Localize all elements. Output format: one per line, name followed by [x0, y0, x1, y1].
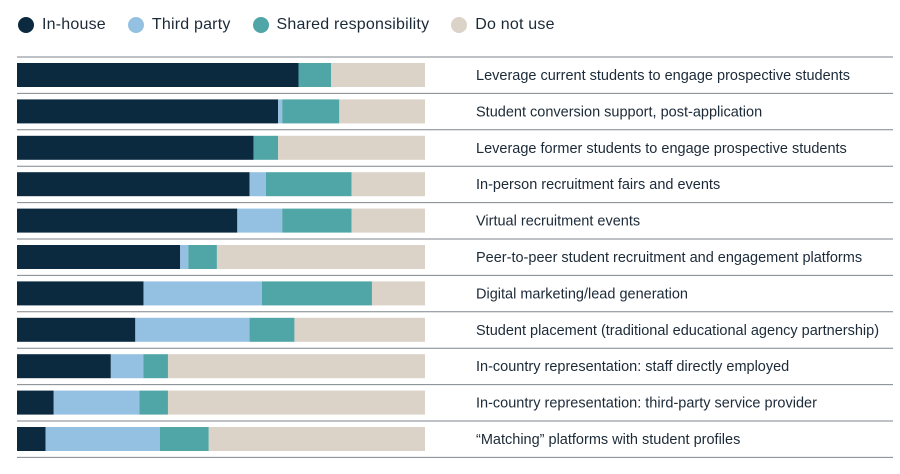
- category-label: Digital marketing/lead generation: [476, 286, 688, 302]
- legend-swatch-do-not-use: [451, 17, 468, 33]
- bar-segment-shared-responsibility: [188, 245, 217, 269]
- category-label: “Matching” platforms with student profil…: [476, 432, 740, 448]
- bar-segment-do-not-use: [294, 317, 425, 342]
- legend-item-in-house: In-house: [18, 16, 106, 34]
- bar-segment-shared-responsibility: [159, 427, 209, 451]
- legend-label-shared: Shared responsibility: [276, 16, 430, 33]
- bar-segment-shared-responsibility: [143, 354, 168, 379]
- bar-segment-in-house: [17, 63, 299, 87]
- bar-segment-in-house: [17, 135, 254, 160]
- bar-segment-shared-responsibility: [261, 281, 372, 306]
- bar-segment-third-party: [45, 427, 160, 451]
- bar-segment-in-house: [17, 317, 136, 342]
- bar-segment-third-party: [237, 208, 283, 233]
- bar-segment-do-not-use: [216, 245, 425, 269]
- bar-segment-do-not-use: [208, 427, 425, 451]
- bar-segment-do-not-use: [331, 63, 425, 87]
- legend-item-shared: Shared responsibility: [252, 16, 430, 34]
- bar-segment-do-not-use: [371, 281, 425, 306]
- bar-segment-in-house: [17, 245, 181, 269]
- bar-segment-do-not-use: [167, 390, 425, 415]
- bar-segment-third-party: [249, 172, 266, 197]
- category-label: In-person recruitment fairs and events: [476, 177, 720, 193]
- legend-label-third-party: Third party: [151, 16, 231, 33]
- legend-item-third-party: Third party: [127, 16, 231, 34]
- bar-segment-in-house: [17, 427, 46, 451]
- bar-segment-do-not-use: [339, 99, 425, 124]
- bar-segment-in-house: [17, 172, 250, 197]
- bar-segment-do-not-use: [167, 354, 425, 379]
- bar-segment-in-house: [17, 390, 54, 415]
- bar-segment-in-house: [17, 99, 279, 124]
- bar-segment-do-not-use: [278, 135, 425, 160]
- bar-segment-third-party: [278, 99, 283, 124]
- legend-swatch-shared: [252, 17, 269, 33]
- bar-segment-in-house: [17, 208, 238, 233]
- bar-segment-in-house: [17, 354, 111, 379]
- category-label: Leverage current students to engage pros…: [476, 68, 850, 84]
- legend-item-do-not-use: Do not use: [451, 16, 554, 34]
- bar-segment-third-party: [53, 390, 140, 415]
- category-label: Leverage former students to engage prosp…: [476, 141, 847, 157]
- bar-segment-third-party: [143, 281, 262, 306]
- bar-segment-shared-responsibility: [249, 317, 295, 342]
- bar-segment-do-not-use: [351, 208, 425, 233]
- legend-label-in-house: In-house: [42, 16, 106, 33]
- legend-swatch-in-house: [18, 17, 34, 33]
- bar-segment-in-house: [17, 281, 144, 306]
- bar-segment-shared-responsibility: [265, 172, 352, 197]
- category-label: Virtual recruitment events: [476, 214, 640, 230]
- bar-segment-third-party: [135, 317, 250, 342]
- category-label: Student conversion support, post-applica…: [476, 104, 762, 120]
- bar-segment-shared-responsibility: [282, 208, 352, 233]
- legend: In-house Third party Shared responsibili…: [18, 16, 577, 34]
- bar-segment-shared-responsibility: [298, 63, 332, 87]
- category-label: In-country representation: staff directl…: [476, 359, 789, 375]
- bar-segment-third-party: [110, 354, 144, 379]
- bar-segment-do-not-use: [351, 172, 425, 197]
- category-label: Student placement (traditional education…: [476, 323, 879, 339]
- legend-swatch-third-party: [127, 17, 144, 33]
- category-label: Peer-to-peer student recruitment and eng…: [476, 250, 862, 266]
- bar-segment-shared-responsibility: [282, 99, 340, 124]
- bar-segment-third-party: [180, 245, 189, 269]
- category-label: In-country representation: third-party s…: [476, 396, 817, 412]
- bar-segment-shared-responsibility: [253, 135, 279, 160]
- legend-label-do-not-use: Do not use: [475, 16, 555, 33]
- bar-segment-shared-responsibility: [139, 390, 168, 415]
